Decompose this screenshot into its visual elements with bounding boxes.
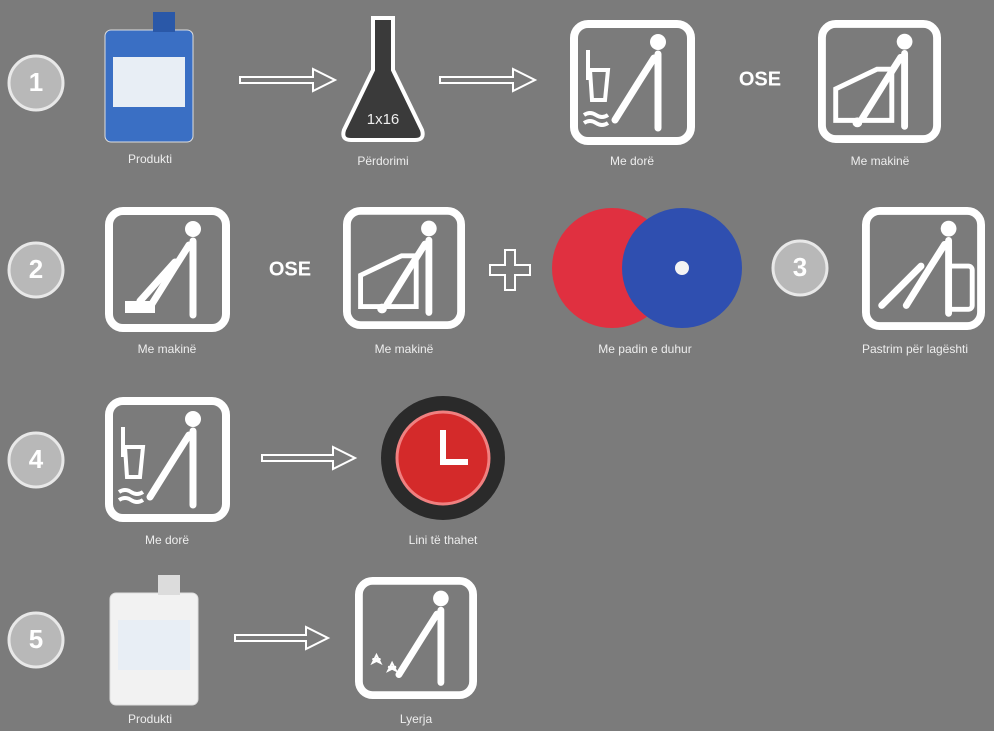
- bottle-label: [113, 57, 185, 107]
- frame: [359, 581, 473, 695]
- alternative: OSE: [739, 68, 781, 90]
- pad-hole: [675, 261, 689, 275]
- item-label: Lini të thahet: [409, 533, 478, 547]
- item-label: Me makinë: [138, 342, 197, 356]
- item-label: Me padin e duhur: [598, 342, 691, 356]
- item-label: Me makinë: [375, 342, 434, 356]
- item-label: Produkti: [128, 712, 172, 726]
- pictogram: [109, 211, 226, 328]
- head: [185, 411, 201, 427]
- head: [421, 221, 437, 237]
- pictogram: [109, 401, 226, 518]
- head: [433, 591, 449, 607]
- step-number: 4: [29, 444, 44, 474]
- step-number: 2: [29, 254, 43, 284]
- wheel: [377, 304, 387, 314]
- instructions: 1 Produkti 1x16 Përdorimi Me dorë OSE Me makin…: [0, 0, 994, 731]
- item-label: Lyerja: [400, 712, 433, 726]
- head: [897, 34, 913, 50]
- alternative: OSE: [269, 258, 311, 280]
- item-label: Përdorimi: [357, 154, 408, 168]
- pictogram: [347, 211, 461, 325]
- wheel: [852, 117, 862, 127]
- bottle-cap: [153, 12, 175, 32]
- item-label: Me dorë: [610, 154, 654, 168]
- item-label: Me dorë: [145, 533, 189, 547]
- head: [650, 34, 666, 50]
- step-number: 5: [29, 624, 43, 654]
- item-label: Pastrim për lagështi: [862, 342, 968, 356]
- step-number: 3: [793, 252, 807, 282]
- head: [941, 221, 957, 237]
- step-number: 1: [29, 67, 43, 97]
- head: [185, 221, 201, 237]
- bottle-label: [118, 620, 190, 670]
- pictogram: [574, 24, 691, 141]
- item-label: Me makinë: [851, 154, 910, 168]
- pictogram: [822, 24, 937, 139]
- item-label: Produkti: [128, 152, 172, 166]
- pictogram: [359, 581, 473, 695]
- pictogram: [866, 211, 981, 326]
- bottle-cap: [158, 575, 180, 595]
- measure: 1x16: [367, 111, 400, 128]
